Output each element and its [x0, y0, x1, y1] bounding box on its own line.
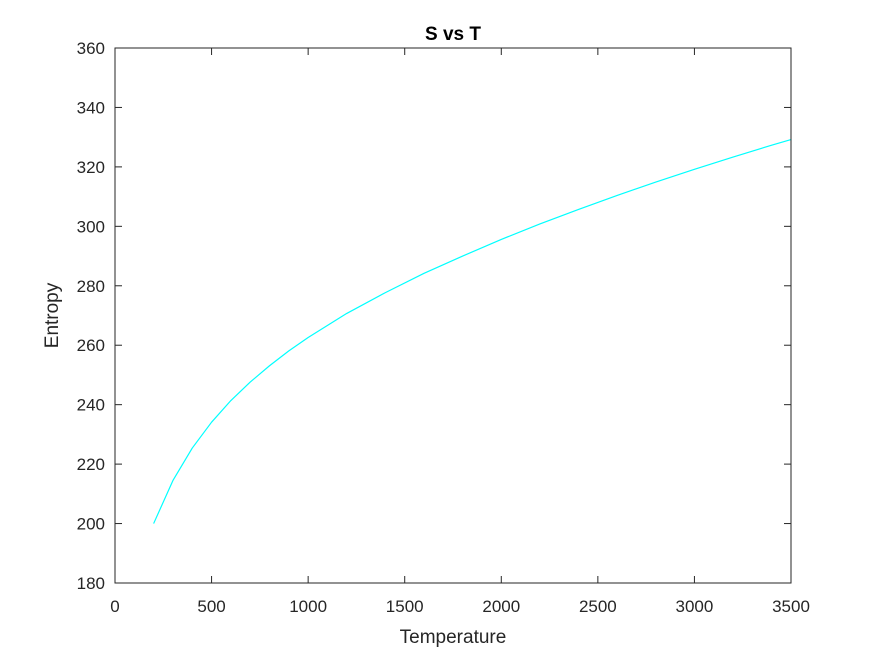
y-tick-label: 340: [77, 98, 105, 117]
ticks-layer: 0 500 1000 1500 2000 2500 3000 3500 180 200 220 240…: [77, 39, 810, 616]
y-tick-label: 240: [77, 396, 105, 415]
y-tick-label: 360: [77, 39, 105, 58]
y-tick-label: 200: [77, 515, 105, 534]
y-tick-label: 280: [77, 277, 105, 296]
series-line: [153, 138, 792, 524]
y-tick-label: 260: [77, 336, 105, 355]
x-tick-label: 3500: [772, 597, 810, 616]
y-tick-label: 320: [77, 158, 105, 177]
y-tick-label: 300: [77, 217, 105, 236]
x-tick-label: 2500: [579, 597, 617, 616]
x-tick-label: 2000: [482, 597, 520, 616]
plot-area-background: [115, 48, 791, 583]
x-axis-label: Temperature: [400, 627, 507, 648]
chart-title: S vs T: [425, 24, 481, 45]
y-axis-label: Entropy: [42, 282, 63, 348]
x-tick-label: 3000: [676, 597, 714, 616]
series-layer: [153, 138, 792, 524]
x-tick-label: 500: [197, 597, 225, 616]
x-tick-label: 1000: [289, 597, 327, 616]
x-tick-label: 1500: [386, 597, 424, 616]
y-tick-label: 220: [77, 455, 105, 474]
x-tick-label: 0: [110, 597, 119, 616]
axes-box: [114, 47, 792, 584]
y-tick-label: 180: [77, 574, 105, 593]
